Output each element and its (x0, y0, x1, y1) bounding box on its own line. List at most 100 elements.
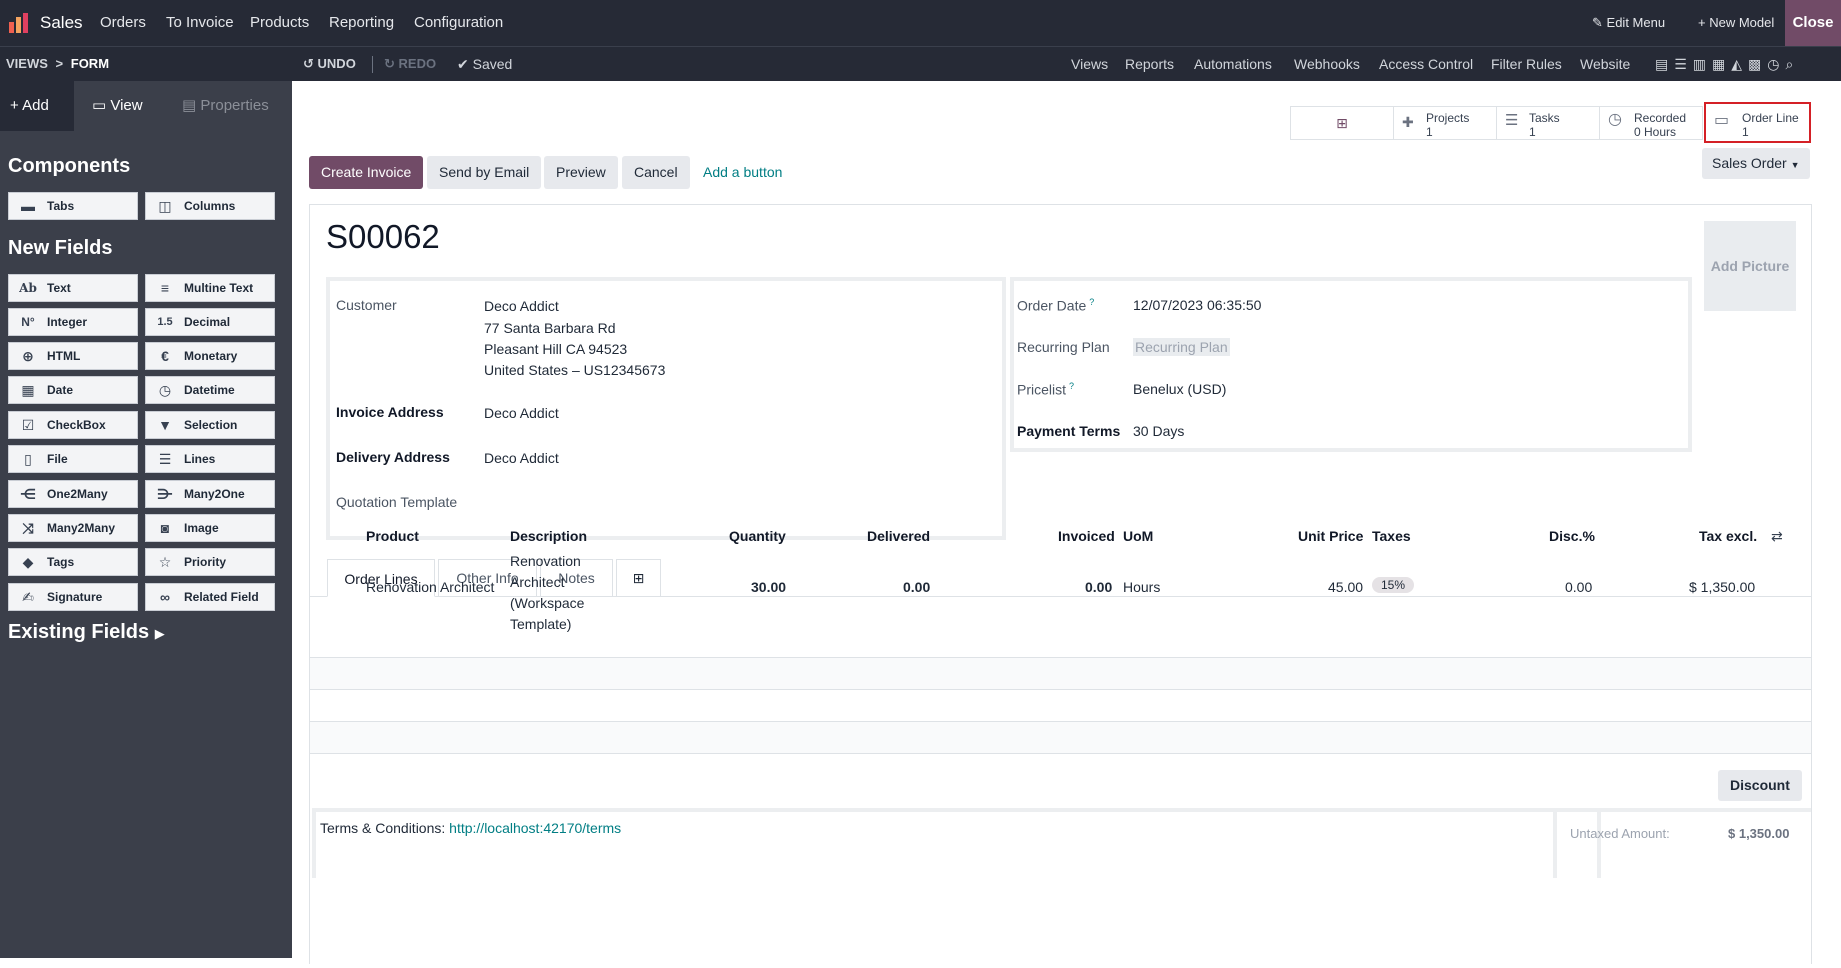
col-taxes[interactable]: Taxes (1372, 528, 1411, 544)
row-taxes-badge[interactable]: 15% (1372, 577, 1415, 593)
terms-link[interactable]: http://localhost:42170/terms (449, 820, 622, 836)
pivot-view-icon[interactable]: ▩ (1748, 56, 1768, 72)
field-image[interactable]: ◙ Image (145, 514, 275, 542)
invoice-address-link[interactable]: Deco Addict (484, 405, 559, 421)
field-decimal[interactable]: 1.5 Decimal (145, 308, 275, 336)
send-by-email-button[interactable]: Send by Email (427, 156, 542, 189)
field-multine-text[interactable]: ≡ Multine Text (145, 274, 275, 302)
link-website[interactable]: Website (1580, 56, 1631, 72)
tab-notes[interactable]: Notes (540, 559, 613, 596)
row-quantity[interactable]: 30.00 (751, 579, 787, 595)
row-tax-excl[interactable]: $ 1,350.00 (1689, 579, 1756, 595)
col-product[interactable]: Product (366, 528, 419, 544)
cancel-button[interactable]: Cancel (622, 156, 690, 189)
menu-orders[interactable]: Orders (100, 14, 146, 31)
menu-to-invoice[interactable]: To Invoice (166, 14, 234, 31)
field-related[interactable]: ∞ Related Field (145, 583, 275, 611)
redo-button[interactable]: ↻ REDO (384, 47, 436, 81)
field-datetime[interactable]: ◷ Datetime (145, 376, 275, 404)
menu-configuration[interactable]: Configuration (414, 14, 504, 31)
col-unit-price[interactable]: Unit Price (1298, 528, 1364, 544)
row-delivered[interactable]: 0.00 (903, 579, 931, 595)
tab-properties[interactable]: ▤ Properties (182, 81, 269, 131)
payment-terms-value[interactable]: 30 Days (1133, 423, 1185, 439)
stat-tasks[interactable]: ☰ Tasks 1 (1496, 106, 1600, 140)
field-many2one[interactable]: ⋺ Many2One (145, 480, 275, 508)
link-filter-rules[interactable]: Filter Rules (1491, 56, 1562, 72)
add-picture[interactable]: Add Picture (1704, 221, 1796, 311)
field-monetary[interactable]: € Monetary (145, 342, 275, 370)
link-views[interactable]: Views (1071, 56, 1109, 72)
kanban-view-icon[interactable]: ▥ (1692, 56, 1713, 72)
stat-add-button[interactable]: ⊞ (1290, 106, 1394, 140)
menu-products[interactable]: Products (250, 14, 310, 31)
pricelist-value[interactable]: Benelux (USD) (1133, 381, 1227, 397)
row-description-2[interactable]: Architect (510, 574, 565, 590)
create-invoice-button[interactable]: Create Invoice (309, 156, 424, 189)
tab-other-info[interactable]: Other Info (438, 559, 537, 596)
col-quantity[interactable]: Quantity (729, 528, 786, 544)
activity-view-icon[interactable]: ◷ (1767, 56, 1786, 72)
field-one2many[interactable]: ⋲ One2Many (8, 480, 138, 508)
component-columns[interactable]: ◫ Columns (145, 192, 275, 220)
link-reports[interactable]: Reports (1125, 56, 1175, 72)
link-webhooks[interactable]: Webhooks (1294, 56, 1360, 72)
customer-link[interactable]: Deco Addict (484, 298, 559, 314)
column-settings-icon[interactable]: ⇄ (1771, 528, 1783, 544)
field-file[interactable]: ▯ File (8, 445, 138, 473)
col-discount[interactable]: Disc.% (1549, 528, 1595, 544)
field-html[interactable]: ⊕ HTML (8, 342, 138, 370)
discount-button[interactable]: Discount (1718, 770, 1802, 801)
stat-order-line[interactable]: ▭ Order Line 1 (1704, 102, 1811, 143)
field-selection[interactable]: ▼ Selection (145, 411, 275, 439)
link-automations[interactable]: Automations (1194, 56, 1272, 72)
row-description-4[interactable]: Template) (510, 616, 572, 632)
app-name[interactable]: Sales (40, 13, 83, 32)
recurring-plan-input[interactable]: Recurring Plan (1133, 338, 1230, 356)
col-uom[interactable]: UoM (1123, 528, 1154, 544)
link-access-control[interactable]: Access Control (1379, 56, 1474, 72)
tab-order-lines[interactable]: Order Lines (327, 559, 435, 597)
field-signature[interactable]: ✍ Signature (8, 583, 138, 611)
form-view-icon[interactable]: ▤ (1655, 56, 1675, 72)
field-priority[interactable]: ☆ Priority (145, 548, 275, 576)
field-many2many[interactable]: ⤨ Many2Many (8, 514, 138, 542)
stat-recorded-hours[interactable]: ◷ Recorded 0 Hours (1599, 106, 1703, 140)
col-description[interactable]: Description (510, 528, 588, 544)
field-checkbox[interactable]: ☑ CheckBox (8, 411, 138, 439)
field-tags[interactable]: ◆ Tags (8, 548, 138, 576)
field-text[interactable]: Ab Text (8, 274, 138, 302)
help-icon[interactable]: ? (1089, 297, 1095, 307)
row-invoiced[interactable]: 0.00 (1085, 579, 1113, 595)
preview-button[interactable]: Preview (544, 156, 618, 189)
new-model-button[interactable]: + New Model (1698, 0, 1774, 46)
stat-projects[interactable]: ✚ Projects 1 (1393, 106, 1497, 140)
existing-fields-toggle[interactable]: Existing Fields ▶ (8, 621, 165, 644)
row-description-3[interactable]: (Workspace (510, 595, 585, 611)
field-lines[interactable]: ☰ Lines (145, 445, 275, 473)
menu-reporting[interactable]: Reporting (329, 14, 395, 31)
search-icon[interactable]: ⌕ (1785, 56, 1800, 72)
row-uom[interactable]: Hours (1123, 579, 1161, 595)
close-button[interactable]: Close (1785, 0, 1841, 46)
col-delivered[interactable]: Delivered (867, 528, 931, 544)
sales-app-icon[interactable] (8, 12, 30, 34)
edit-menu-button[interactable]: ✎ Edit Menu (1592, 0, 1665, 46)
help-icon[interactable]: ? (1069, 381, 1075, 391)
record-name[interactable]: S00062 (326, 218, 440, 255)
component-tabs[interactable]: ▬ Tabs (8, 192, 138, 220)
row-discount[interactable]: 0.00 (1565, 579, 1593, 595)
delivery-address-link[interactable]: Deco Addict (484, 450, 559, 466)
add-a-button-link[interactable]: Add a button (703, 164, 783, 180)
add-tab-button[interactable]: ⊞ (616, 559, 661, 596)
calendar-view-icon[interactable]: ▦ (1712, 56, 1732, 72)
graph-view-icon[interactable]: ◭ (1731, 56, 1749, 72)
col-tax-excl[interactable]: Tax excl. (1699, 528, 1758, 544)
order-date-value[interactable]: 12/07/2023 06:35:50 (1133, 297, 1262, 313)
field-integer[interactable]: N° Integer (8, 308, 138, 336)
tab-view[interactable]: ▭ View (92, 81, 143, 131)
row-product[interactable]: Renovation Architect (366, 579, 495, 595)
row-unit-price[interactable]: 45.00 (1328, 579, 1364, 595)
list-view-icon[interactable]: ☰ (1674, 56, 1693, 72)
row-description-1[interactable]: Renovation (510, 553, 581, 569)
